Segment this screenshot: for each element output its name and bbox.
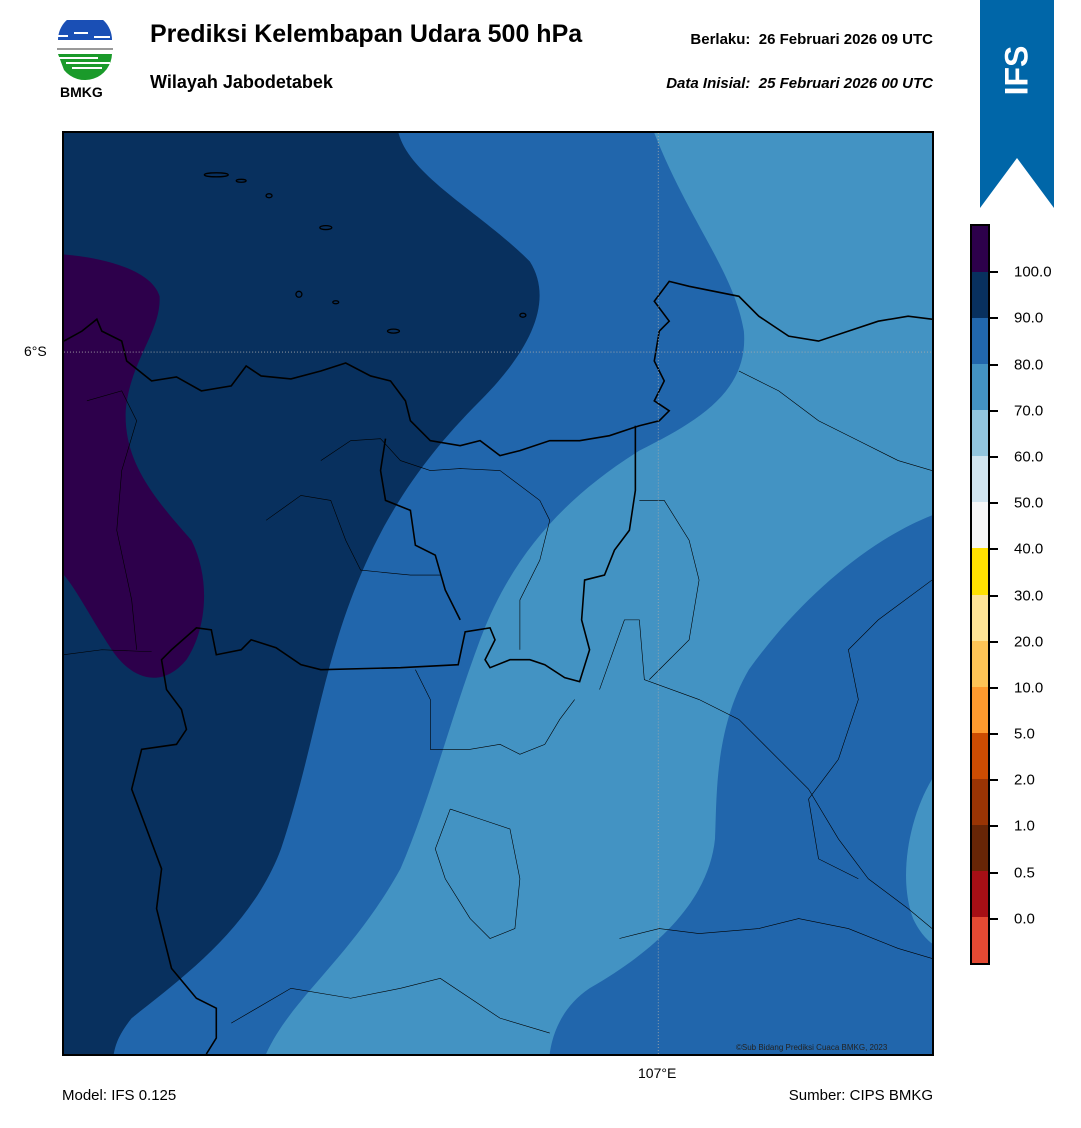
islands bbox=[203, 172, 527, 334]
colorbar-segment bbox=[972, 686, 988, 733]
ifs-badge bbox=[980, 0, 1054, 208]
colorbar-tick bbox=[990, 409, 998, 412]
colorbar-tick-label: 30.0 bbox=[1014, 587, 1044, 604]
longitude-label: 107°E bbox=[638, 1065, 677, 1081]
colorbar-tick bbox=[990, 733, 998, 736]
colorbar-tick-label: 50.0 bbox=[1014, 494, 1044, 512]
page-title: Prediksi Kelembapan Udara 500 hPa bbox=[150, 20, 583, 48]
colorbar-tick-label: 20.0 bbox=[1014, 633, 1044, 651]
colorbar-tick bbox=[990, 317, 998, 320]
humidity-70-80-region bbox=[266, 133, 932, 1054]
colorbar-tick bbox=[990, 502, 998, 505]
colorbar-tick-label: 90.0 bbox=[1014, 309, 1044, 327]
colorbar-tick-label: 70.0 bbox=[1014, 402, 1044, 420]
bmkg-logo bbox=[57, 20, 113, 81]
colorbar-segment bbox=[972, 456, 988, 503]
ifs-label: IFS bbox=[998, 45, 1035, 95]
colorbar-tick-label: 80.0 bbox=[1014, 356, 1044, 374]
copyright: ©Sub Bidang Prediksi Cuaca BMKG, 2023 bbox=[736, 1043, 888, 1052]
humidity-90-100-region bbox=[64, 133, 540, 1054]
model-label: Model: IFS 0.125 bbox=[62, 1087, 177, 1104]
colorbar-segment bbox=[972, 272, 988, 319]
colorbar-tick bbox=[990, 455, 998, 458]
coastline bbox=[64, 280, 932, 1054]
humidity-70-80-blob bbox=[906, 779, 932, 944]
colorbar-segment bbox=[972, 870, 988, 917]
colorbar-tick-label: 1.0 bbox=[1014, 817, 1035, 835]
colorbar-segment bbox=[972, 824, 988, 871]
colorbar-segment bbox=[972, 502, 988, 549]
humidity-100-region bbox=[64, 254, 205, 678]
source-label: Sumber: CIPS BMKG bbox=[788, 1087, 933, 1104]
colorbar-tick bbox=[990, 363, 998, 366]
region-subtitle: Wilayah Jabodetabek bbox=[150, 72, 333, 92]
colorbar-tick-label: 0.0 bbox=[1014, 910, 1035, 928]
colorbar-tick bbox=[990, 686, 998, 689]
colorbar-tick-label: 10.0 bbox=[1014, 679, 1044, 697]
colorbar-tick bbox=[990, 779, 998, 782]
colorbar-tick-label: 0.5 bbox=[1014, 864, 1035, 882]
colorbar-segment bbox=[972, 410, 988, 457]
valid-time: Berlaku: 26 Februari 2026 09 UTC bbox=[690, 31, 933, 48]
logo-text: BMKG bbox=[60, 84, 103, 100]
colorbar-tick bbox=[990, 594, 998, 597]
colorbar-tick bbox=[990, 825, 998, 828]
colorbar-tick-label: 100.0 bbox=[1014, 263, 1052, 281]
colorbar-segment bbox=[972, 226, 988, 273]
colorbar-segment bbox=[972, 318, 988, 365]
colorbar-segment bbox=[972, 732, 988, 779]
colorbar-segment bbox=[972, 640, 988, 687]
colorbar-segment bbox=[972, 916, 988, 963]
colorbar-tick bbox=[990, 871, 998, 874]
colorbar-segment bbox=[972, 548, 988, 595]
colorbar bbox=[970, 224, 990, 965]
humidity-map[interactable] bbox=[62, 131, 934, 1056]
colorbar-tick bbox=[990, 917, 998, 920]
colorbar-segment bbox=[972, 364, 988, 411]
initial-time: Data Inisial: 25 Februari 2026 00 UTC bbox=[666, 75, 933, 92]
colorbar-tick bbox=[990, 271, 998, 274]
colorbar-tick-label: 2.0 bbox=[1014, 771, 1035, 789]
latitude-label: 6°S bbox=[24, 343, 47, 359]
colorbar-tick-label: 5.0 bbox=[1014, 725, 1035, 743]
colorbar-tick-label: 60.0 bbox=[1014, 448, 1044, 466]
district-borders bbox=[64, 370, 932, 1034]
colorbar-tick-label: 40.0 bbox=[1014, 540, 1044, 558]
colorbar-tick bbox=[990, 640, 998, 643]
colorbar-segment bbox=[972, 778, 988, 825]
colorbar-tick bbox=[990, 548, 998, 551]
colorbar-segment bbox=[972, 594, 988, 641]
